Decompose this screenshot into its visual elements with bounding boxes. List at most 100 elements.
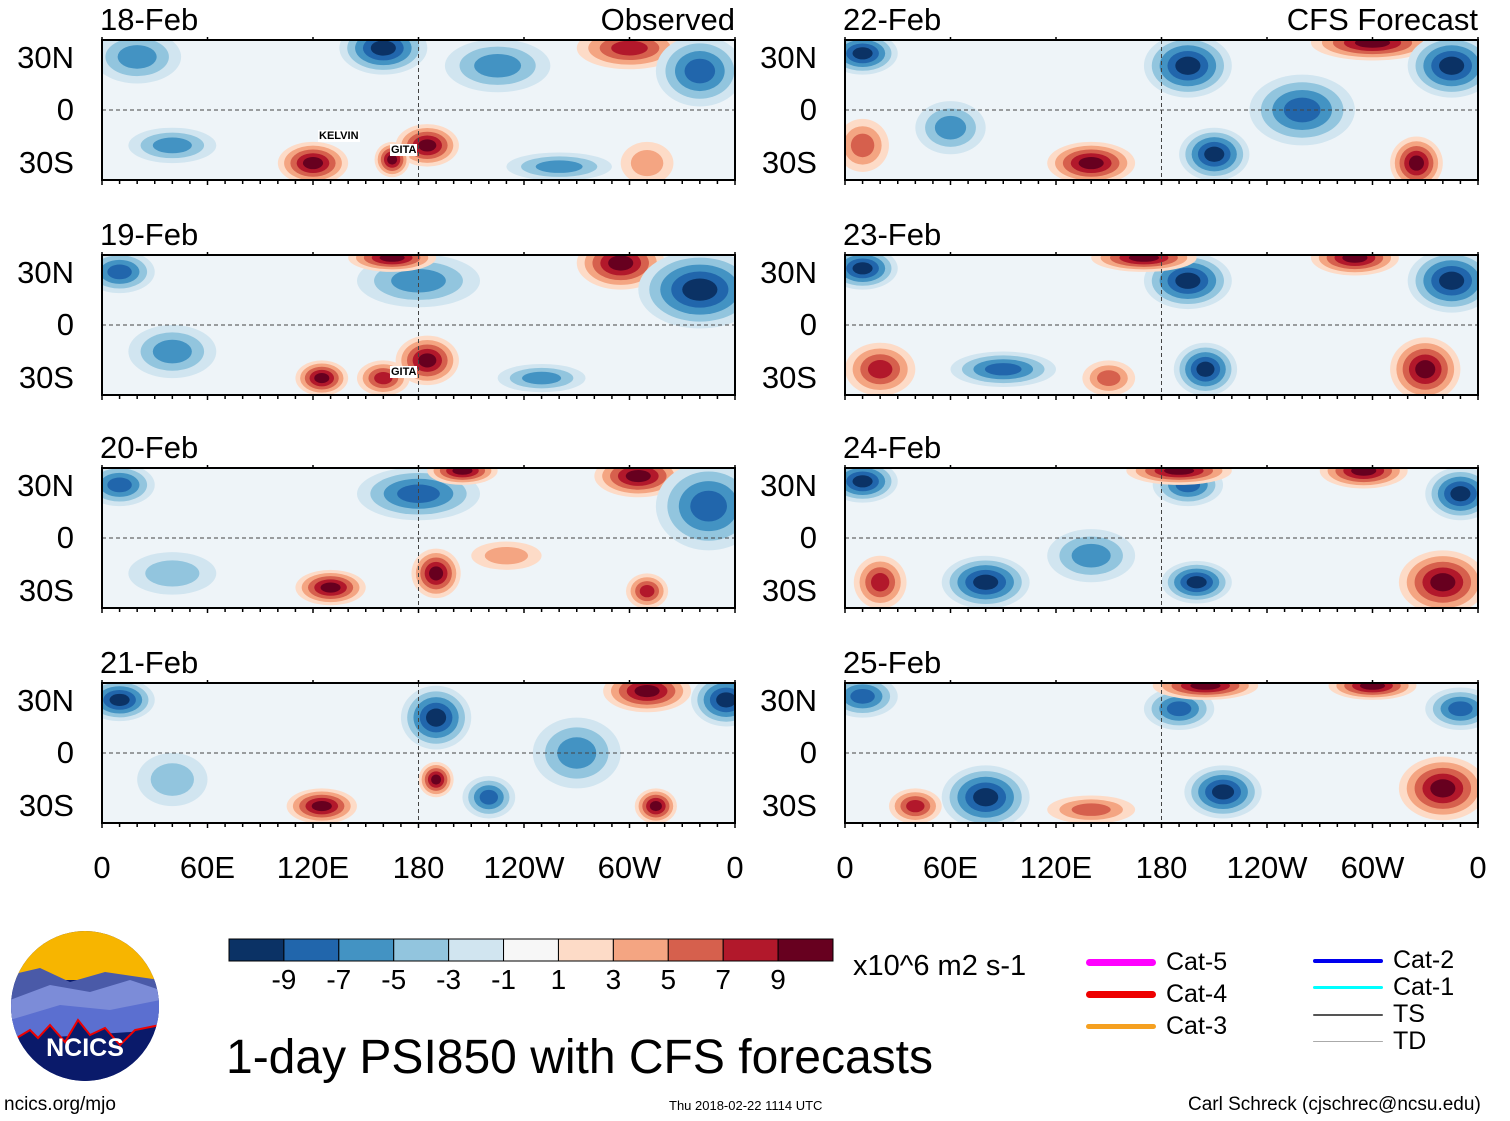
lat-tick-label: 30S bbox=[761, 788, 817, 823]
positive-anomaly bbox=[611, 40, 648, 56]
lat-tick-label: 0 bbox=[56, 735, 74, 770]
positive-anomaly bbox=[850, 133, 875, 158]
lon-tick-label: 0 bbox=[1469, 850, 1487, 885]
negative-anomaly bbox=[107, 477, 132, 493]
map-panel bbox=[101, 37, 736, 185]
positive-anomaly bbox=[387, 154, 398, 165]
legend-label: Cat-3 bbox=[1166, 1012, 1228, 1040]
positive-anomaly bbox=[418, 353, 437, 368]
negative-anomaly bbox=[370, 40, 396, 56]
negative-anomaly bbox=[152, 137, 192, 154]
lon-tick-label: 60E bbox=[179, 850, 236, 885]
negative-anomaly bbox=[1071, 543, 1111, 568]
legend-label: Cat-5 bbox=[1166, 948, 1228, 976]
negative-anomaly bbox=[1186, 576, 1207, 589]
track-line-swatch bbox=[1313, 1013, 1383, 1016]
lat-tick-label: 30N bbox=[17, 683, 74, 718]
positive-anomaly bbox=[379, 255, 405, 262]
storm-label: GITA bbox=[390, 144, 418, 156]
negative-anomaly bbox=[852, 475, 873, 488]
negative-anomaly bbox=[557, 737, 597, 769]
lon-tick-label: 60E bbox=[922, 850, 979, 885]
author-credit: Carl Schreck (cjschrec@ncsu.edu) bbox=[1188, 1094, 1481, 1115]
column-heading: Observed bbox=[600, 2, 735, 37]
lon-tick-label: 120W bbox=[1226, 850, 1308, 885]
negative-anomaly bbox=[973, 788, 999, 807]
logo-text: NCICS bbox=[46, 1034, 124, 1062]
positive-anomaly bbox=[630, 150, 664, 177]
colorbar-level: 9 bbox=[770, 964, 786, 995]
positive-anomaly bbox=[1430, 779, 1456, 798]
lat-tick-label: 30N bbox=[17, 468, 74, 503]
negative-anomaly bbox=[716, 692, 735, 708]
positive-anomaly bbox=[1190, 683, 1221, 690]
positive-anomaly bbox=[452, 468, 473, 475]
negative-anomaly bbox=[852, 262, 873, 275]
negative-anomaly bbox=[391, 268, 446, 293]
colorbar-swatch bbox=[393, 938, 450, 962]
positive-anomaly bbox=[634, 684, 660, 698]
negative-anomaly bbox=[145, 560, 200, 587]
track-line-swatch bbox=[1086, 991, 1156, 998]
track-line-swatch bbox=[1086, 1024, 1156, 1029]
negative-anomaly bbox=[522, 371, 562, 385]
legend-item: TS bbox=[1313, 1000, 1425, 1029]
negative-anomaly bbox=[684, 58, 716, 84]
positive-anomaly bbox=[320, 582, 341, 593]
lon-tick-label: 120E bbox=[276, 850, 350, 885]
negative-anomaly bbox=[1204, 146, 1225, 162]
colorbar-swatch bbox=[283, 938, 340, 962]
negative-anomaly bbox=[1211, 784, 1235, 800]
lat-tick-label: 30S bbox=[18, 145, 74, 180]
negative-anomaly bbox=[535, 160, 583, 173]
negative-anomaly bbox=[690, 490, 727, 522]
positive-anomaly bbox=[484, 546, 529, 565]
colorbar-swatch bbox=[667, 938, 724, 962]
positive-anomaly bbox=[1415, 360, 1436, 379]
colorbar-swatch bbox=[448, 938, 505, 962]
storm-label: KELVIN bbox=[318, 130, 360, 142]
negative-anomaly bbox=[152, 339, 192, 364]
colorbar-level: -9 bbox=[271, 964, 297, 995]
positive-anomaly bbox=[1430, 573, 1456, 592]
colorbar-swatch bbox=[228, 938, 285, 962]
lon-tick-label: 180 bbox=[392, 850, 445, 885]
colorbar-level: -5 bbox=[381, 964, 407, 995]
colorbar-level: 7 bbox=[715, 964, 731, 995]
negative-anomaly bbox=[1196, 361, 1215, 377]
map-panel bbox=[844, 465, 1479, 613]
map-panel bbox=[844, 37, 1479, 185]
positive-anomaly bbox=[1078, 157, 1104, 170]
negative-anomaly bbox=[1439, 271, 1465, 290]
colorbar-level: 3 bbox=[605, 964, 622, 995]
lat-tick-label: 0 bbox=[799, 92, 817, 127]
positive-anomaly bbox=[1408, 155, 1424, 171]
negative-anomaly bbox=[1439, 56, 1465, 75]
colorbar-swatch bbox=[612, 938, 669, 962]
positive-anomaly bbox=[625, 469, 651, 483]
legend-item: TD bbox=[1313, 1027, 1426, 1056]
negative-anomaly bbox=[426, 708, 447, 727]
track-line-swatch bbox=[1313, 986, 1383, 989]
negative-anomaly bbox=[1166, 701, 1192, 717]
lat-tick-label: 0 bbox=[799, 520, 817, 555]
legend-label: Cat-4 bbox=[1166, 980, 1228, 1008]
lat-tick-label: 0 bbox=[56, 92, 74, 127]
panel-date: 23-Feb bbox=[843, 217, 942, 252]
lat-tick-label: 0 bbox=[56, 520, 74, 555]
track-line-swatch bbox=[1313, 1041, 1383, 1042]
website-link[interactable]: ncics.org/mjo bbox=[4, 1094, 116, 1115]
legend-item: Cat-4 bbox=[1086, 980, 1227, 1009]
panel-date: 19-Feb bbox=[100, 217, 199, 252]
colorbar-swatch bbox=[777, 938, 834, 962]
positive-anomaly bbox=[649, 801, 662, 812]
negative-anomaly bbox=[1175, 56, 1201, 75]
lat-tick-label: 30S bbox=[761, 360, 817, 395]
ncics-logo: NCICS bbox=[11, 931, 159, 1081]
timestamp: Thu 2018-02-22 1114 UTC bbox=[669, 1098, 823, 1113]
positive-anomaly bbox=[431, 774, 442, 785]
colorbar-level: 5 bbox=[660, 964, 677, 995]
positive-anomaly bbox=[374, 371, 393, 385]
panel-date: 20-Feb bbox=[100, 430, 199, 465]
colorbar-swatch bbox=[557, 938, 614, 962]
